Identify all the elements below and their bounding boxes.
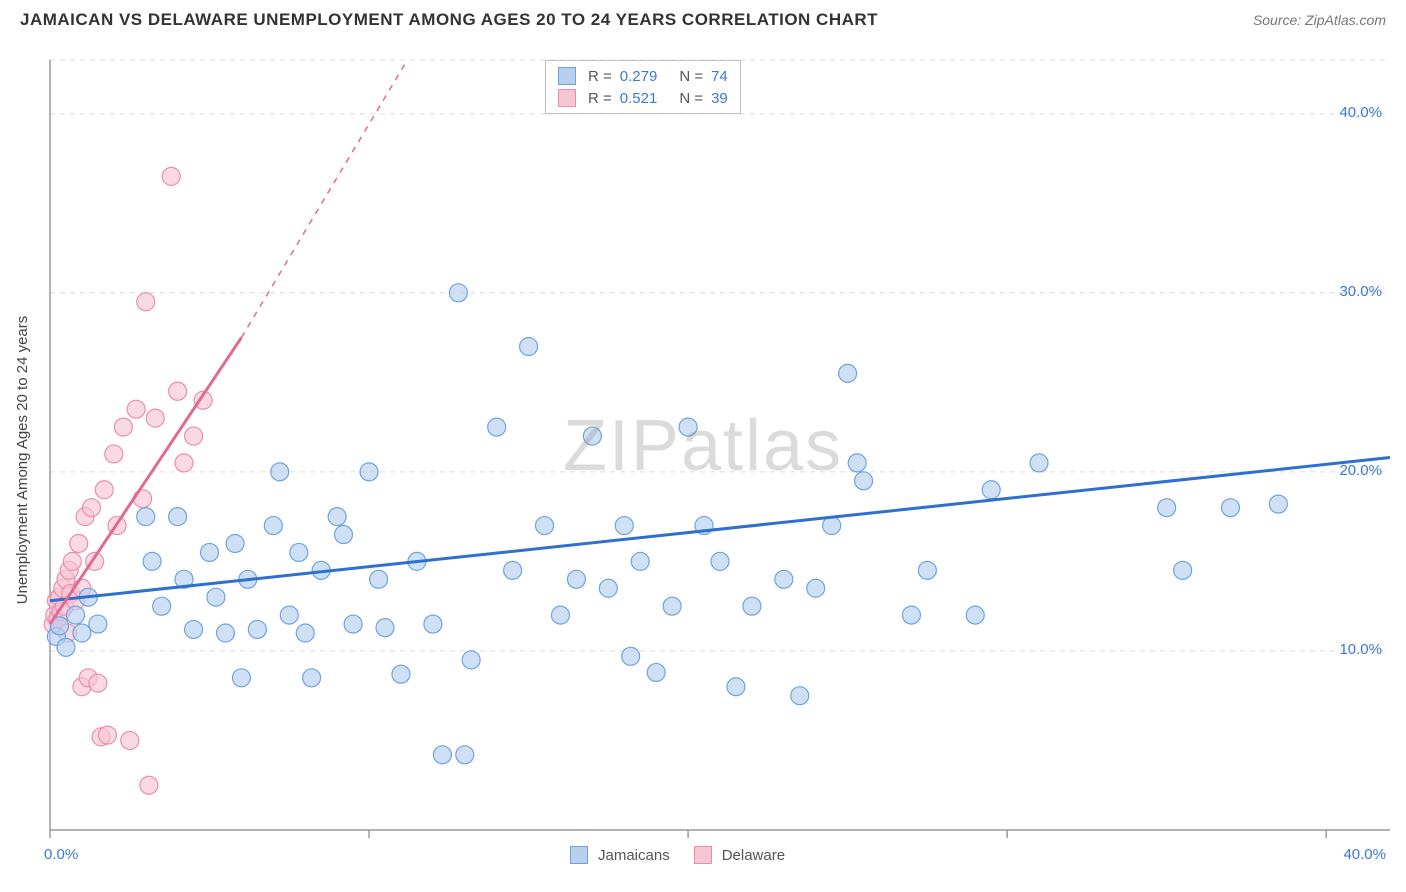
chart-canvas [0,0,1406,892]
stats-legend: R = 0.279N = 74R = 0.521N = 39 [545,60,741,114]
x-end-label: 40.0% [1343,846,1386,863]
stats-row: R = 0.279N = 74 [558,65,728,87]
x-origin-label: 0.0% [44,846,78,863]
y-tick-label: 40.0% [1339,104,1382,121]
legend-swatch [694,846,712,864]
legend-swatch [558,89,576,107]
legend-item: Jamaicans [570,846,670,864]
series-legend: Jamaicans Delaware [570,846,785,864]
y-tick-label: 10.0% [1339,641,1382,658]
legend-swatch [570,846,588,864]
stats-row: R = 0.521N = 39 [558,87,728,109]
legend-swatch [558,67,576,85]
y-tick-label: 20.0% [1339,462,1382,479]
legend-item: Delaware [694,846,785,864]
y-tick-label: 30.0% [1339,283,1382,300]
